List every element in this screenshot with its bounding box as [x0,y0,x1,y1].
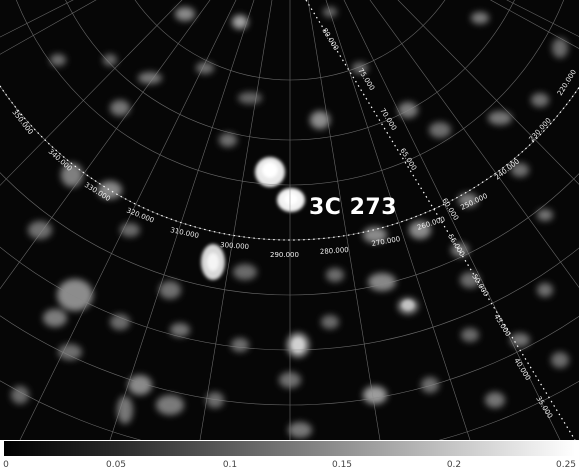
ra-label: 290.000 [270,251,299,259]
source-label: 3C 273 [309,195,397,220]
sky-image[interactable]: 350.000 340.000 330.000 320.000 310.000 … [0,0,579,440]
colorbar-tick-label: 0.15 [331,460,353,470]
bright-sources [201,157,414,352]
colorbar-tick-label: 0 [3,460,9,470]
colorbar-tick-label: 0.2 [446,460,462,470]
colorbar-tick-label: 0.1 [222,460,238,470]
colorbar-tick-label: 0.25 [555,460,577,470]
noise-blobs [11,7,569,438]
coordinate-axes [0,0,579,440]
colorbar-tick-label: 0.05 [105,460,127,470]
sky-background [0,0,579,440]
coordinate-grid [0,0,579,440]
colorbar [4,441,575,456]
ra-label: 300.000 [220,241,249,251]
ra-label: 280.000 [320,246,349,256]
